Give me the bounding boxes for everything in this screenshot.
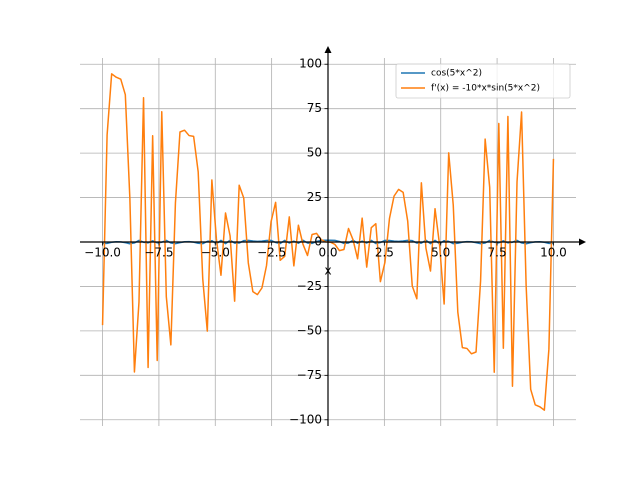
- y-tick-label: 25: [307, 190, 322, 204]
- y-tick-label: 50: [307, 146, 322, 160]
- legend-box: [395, 63, 571, 99]
- y-axis-arrow: [324, 46, 332, 53]
- x-tick-label: 2.5: [375, 246, 394, 260]
- y-tick-label: −100: [289, 412, 322, 426]
- x-tick-label: 5.0: [431, 246, 450, 260]
- x-tick-label: −7.5: [144, 246, 173, 260]
- legend-label: f'(x) = -10*x*sin(5*x^2): [431, 84, 540, 94]
- y-tick-label: 100: [299, 57, 322, 71]
- x-tick-label: −5.0: [201, 246, 230, 260]
- y-tick-label: −50: [297, 323, 322, 337]
- y-tick-label: 75: [307, 101, 322, 115]
- x-axis-label: x: [324, 264, 331, 278]
- legend-label: cos(5*x^2): [431, 69, 482, 79]
- y-tick-label: −25: [297, 279, 322, 293]
- x-tick-label: −2.5: [257, 246, 286, 260]
- y-tick-label: −75: [297, 368, 322, 382]
- x-tick-label: 10.0: [540, 246, 567, 260]
- x-tick-label: 7.5: [488, 246, 507, 260]
- x-axis-arrow: [579, 238, 586, 246]
- axes: −10.0 −7.5 −5.0 −2.5 0.0 2.5 5.0 7.5 10.0−100−75…: [80, 46, 586, 426]
- x-tick-label: −10.0: [84, 246, 121, 260]
- legend: cos(5*x^2) f'(x) = -10*x*sin(5*x^2): [395, 63, 571, 99]
